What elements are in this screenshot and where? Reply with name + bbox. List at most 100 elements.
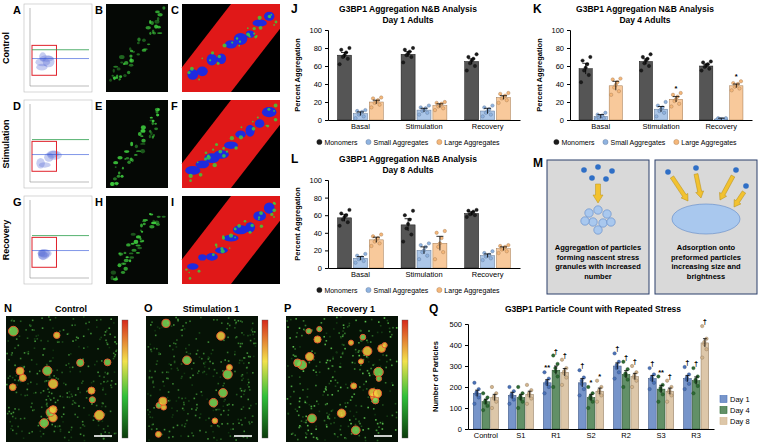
speckle [114,433,116,435]
legend-label: Small Aggregates [373,139,428,147]
y-tick-label: 500 [449,320,462,329]
y-tick-label: 40 [556,80,564,89]
data-point [433,258,436,261]
y-tick: 20 [314,98,328,107]
fluorescent-spot [129,59,134,63]
speckle [195,338,197,340]
fluorescent-spot [230,136,234,140]
plot-background [24,196,92,284]
speckle [110,384,112,386]
x-axis: BasalStimulationRecovery [571,120,753,131]
y-tick: 0 [318,264,328,273]
speckle [355,352,357,354]
fluorescent-spot [118,252,123,255]
speckle [315,371,317,373]
speckle [205,431,207,433]
fluorescent-spot [258,16,262,20]
error-bar [520,394,521,400]
x-tick: Basal [591,120,610,131]
speckle [77,416,79,418]
speckle [291,358,293,360]
x-tick-label: S3 [656,431,665,440]
speckle [220,361,222,363]
data-point [617,90,620,93]
speckle [113,358,115,360]
speckle [183,404,185,406]
error-bar [661,107,662,112]
aggregate-particle [603,210,611,218]
row-label: Stimulation [1,120,11,169]
speckle [85,323,87,325]
text-line: granules with increased [555,262,641,271]
color-bar [262,320,268,438]
data-point [481,408,484,411]
speckle [246,367,248,369]
data-point [679,91,682,94]
scale-bar [94,435,112,437]
speckle [365,381,367,383]
speckle [293,391,295,393]
speckle [305,432,307,434]
speckle [63,413,65,415]
aggregate-particle [599,219,607,227]
error-bar [424,247,425,254]
speckle [217,383,219,385]
speckle [162,381,164,383]
fluorescent-spot [272,209,276,213]
data-point [417,258,420,261]
speckle [74,324,76,326]
fluorescent-spot [157,13,162,17]
speckle [376,430,378,432]
speckle [247,399,249,401]
significance-mark: † [694,359,698,368]
error-cap [500,95,507,96]
fluorescent-spot [145,26,150,30]
speckle [290,396,292,398]
speckle [315,428,317,430]
data-point [565,376,568,379]
speckle [40,340,42,342]
x-axis: ControlS1R1S2R2S3R3 [469,429,715,440]
x-tick: R3 [691,429,701,440]
error-bar [736,84,737,88]
speckle [148,414,150,416]
fluorescent-spot [273,110,275,112]
speckle [168,363,170,365]
speckle [72,340,74,342]
particle [609,168,615,174]
data-point [560,383,563,386]
nucleus [215,247,228,253]
error-cap [484,253,491,254]
speckle [319,411,321,413]
speckle [368,361,370,363]
fluorescent-spot [140,143,145,145]
data-point [582,387,585,390]
speckle [326,403,328,405]
marks [579,53,743,120]
speckle [333,328,335,330]
data-point [641,55,644,58]
speckle [339,366,341,368]
speckle [298,415,300,417]
speckle [62,396,64,398]
legend-item: Large Aggregates [437,287,500,295]
fluorescent-spot [268,15,271,18]
fluorescent-spot [111,271,116,275]
y-tick: 60 [556,62,570,71]
particle [743,183,749,189]
speckle [291,375,293,377]
speckle [358,355,360,357]
data-point [708,67,711,70]
fluorescent-spot [138,132,142,136]
speckle [191,384,193,386]
fluorescent-spot [270,14,272,16]
speckle [386,415,388,417]
legend-item: Small Aggregates [366,139,429,147]
speckle [253,343,255,345]
speckle [105,406,107,408]
speckle [99,375,101,377]
speckle [362,389,364,391]
speckle [181,335,183,337]
speckle [116,343,118,345]
speckle [30,325,32,327]
